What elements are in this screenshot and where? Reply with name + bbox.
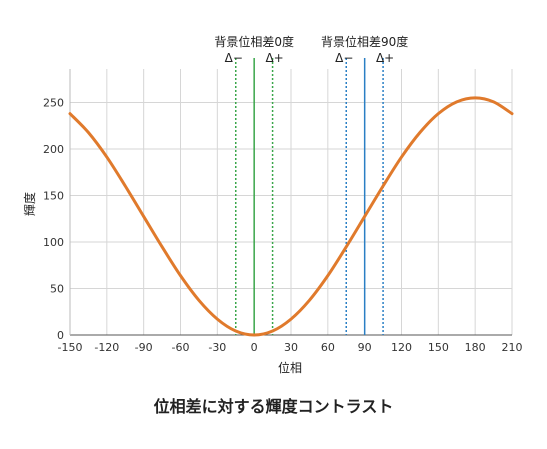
x-tick-label: 90 bbox=[358, 341, 372, 354]
x-tick-label: -30 bbox=[208, 341, 226, 354]
x-axis-label: 位相 bbox=[278, 360, 302, 375]
y-tick-label: 50 bbox=[50, 282, 64, 295]
x-tick-label: -150 bbox=[58, 341, 83, 354]
y-tick-label: 150 bbox=[43, 189, 64, 202]
annotation-title: 背景位相差0度 bbox=[214, 34, 294, 49]
x-tick-label: 60 bbox=[321, 341, 335, 354]
phase-annotations: 背景位相差0度 Δ− Δ+ 背景位相差90度 Δ− Δ+ bbox=[214, 34, 408, 65]
x-tick-label: 0 bbox=[251, 341, 258, 354]
y-tick-label: 200 bbox=[43, 143, 64, 156]
x-tick-label: -90 bbox=[135, 341, 153, 354]
chart-caption: 位相差に対する輝度コントラスト bbox=[153, 397, 394, 416]
delta-minus-label: Δ− bbox=[225, 51, 243, 65]
y-axis-label: 輝度 bbox=[22, 192, 37, 216]
annotation-title: 背景位相差90度 bbox=[321, 34, 408, 49]
y-tick-label: 0 bbox=[57, 329, 64, 342]
x-tick-label: 210 bbox=[502, 341, 523, 354]
delta-plus-label: Δ+ bbox=[376, 51, 394, 65]
delta-plus-label: Δ+ bbox=[265, 51, 283, 65]
x-tick-labels: -150 -120 -90 -60 -30 0 30 60 90 120 150 180 210 bbox=[58, 341, 523, 354]
x-tick-label: 120 bbox=[391, 341, 412, 354]
y-tick-label: 100 bbox=[43, 236, 64, 249]
x-tick-label: 150 bbox=[428, 341, 449, 354]
delta-minus-label: Δ− bbox=[335, 51, 353, 65]
y-tick-label: 250 bbox=[43, 96, 64, 109]
x-tick-label: 30 bbox=[284, 341, 298, 354]
luminance-curve bbox=[68, 96, 514, 337]
x-tick-label: 180 bbox=[465, 341, 486, 354]
x-tick-label: -60 bbox=[172, 341, 190, 354]
y-tick-labels: 0 50 100 150 200 250 bbox=[43, 96, 64, 342]
x-tick-label: -120 bbox=[94, 341, 119, 354]
annotation-lines bbox=[235, 58, 384, 335]
